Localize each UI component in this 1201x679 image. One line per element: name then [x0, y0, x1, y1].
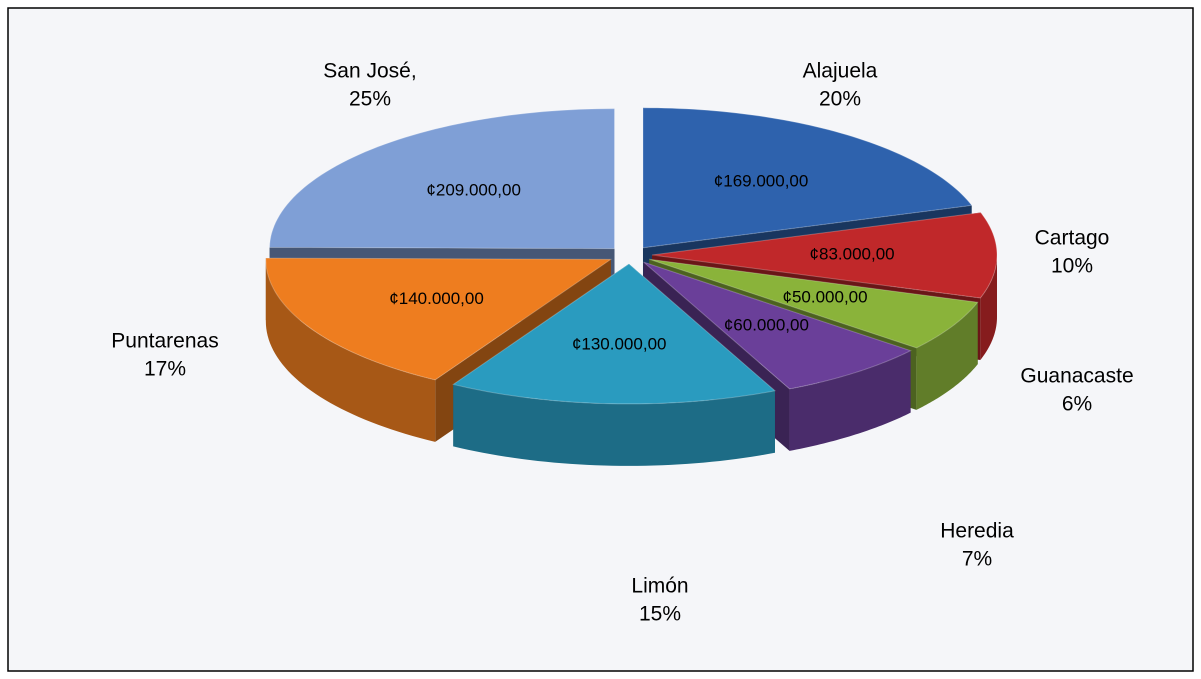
slice-side: [789, 350, 911, 451]
slice-side: [453, 384, 775, 466]
slice: [452, 263, 777, 405]
value-label: ¢169.000,00: [714, 172, 809, 191]
category-label: Heredia: [940, 520, 1014, 543]
value-label: ¢209.000,00: [426, 180, 521, 199]
value-label: ¢140.000,00: [389, 289, 484, 308]
slice: [642, 107, 973, 249]
category-label: Cartago: [1035, 227, 1110, 250]
slice: [265, 257, 613, 381]
category-label: Guanacaste: [1020, 365, 1133, 388]
slice-side: [916, 302, 978, 410]
slice-side: [265, 259, 436, 442]
value-label: ¢60.000,00: [724, 316, 809, 335]
value-label: ¢50.000,00: [783, 288, 868, 307]
category-label: Puntarenas: [111, 330, 218, 353]
percentage-label: 15%: [639, 603, 681, 626]
slice: [651, 212, 998, 299]
percentage-label: 17%: [144, 358, 186, 381]
value-label: ¢130.000,00: [572, 335, 667, 354]
slice: [452, 263, 777, 466]
slice: [643, 261, 912, 390]
percentage-label: 7%: [962, 548, 992, 571]
percentage-label: 6%: [1062, 393, 1092, 416]
percentage-label: 20%: [819, 88, 861, 111]
value-label: ¢83.000,00: [810, 245, 895, 264]
category-label: Limón: [631, 575, 688, 598]
slice: [649, 258, 979, 349]
slice-side: [980, 255, 997, 360]
percentage-label: 25%: [349, 88, 391, 111]
category-label: Alajuela: [803, 60, 878, 83]
slice: [269, 108, 616, 250]
percentage-label: 10%: [1051, 255, 1093, 278]
category-label: San José,: [323, 60, 416, 83]
